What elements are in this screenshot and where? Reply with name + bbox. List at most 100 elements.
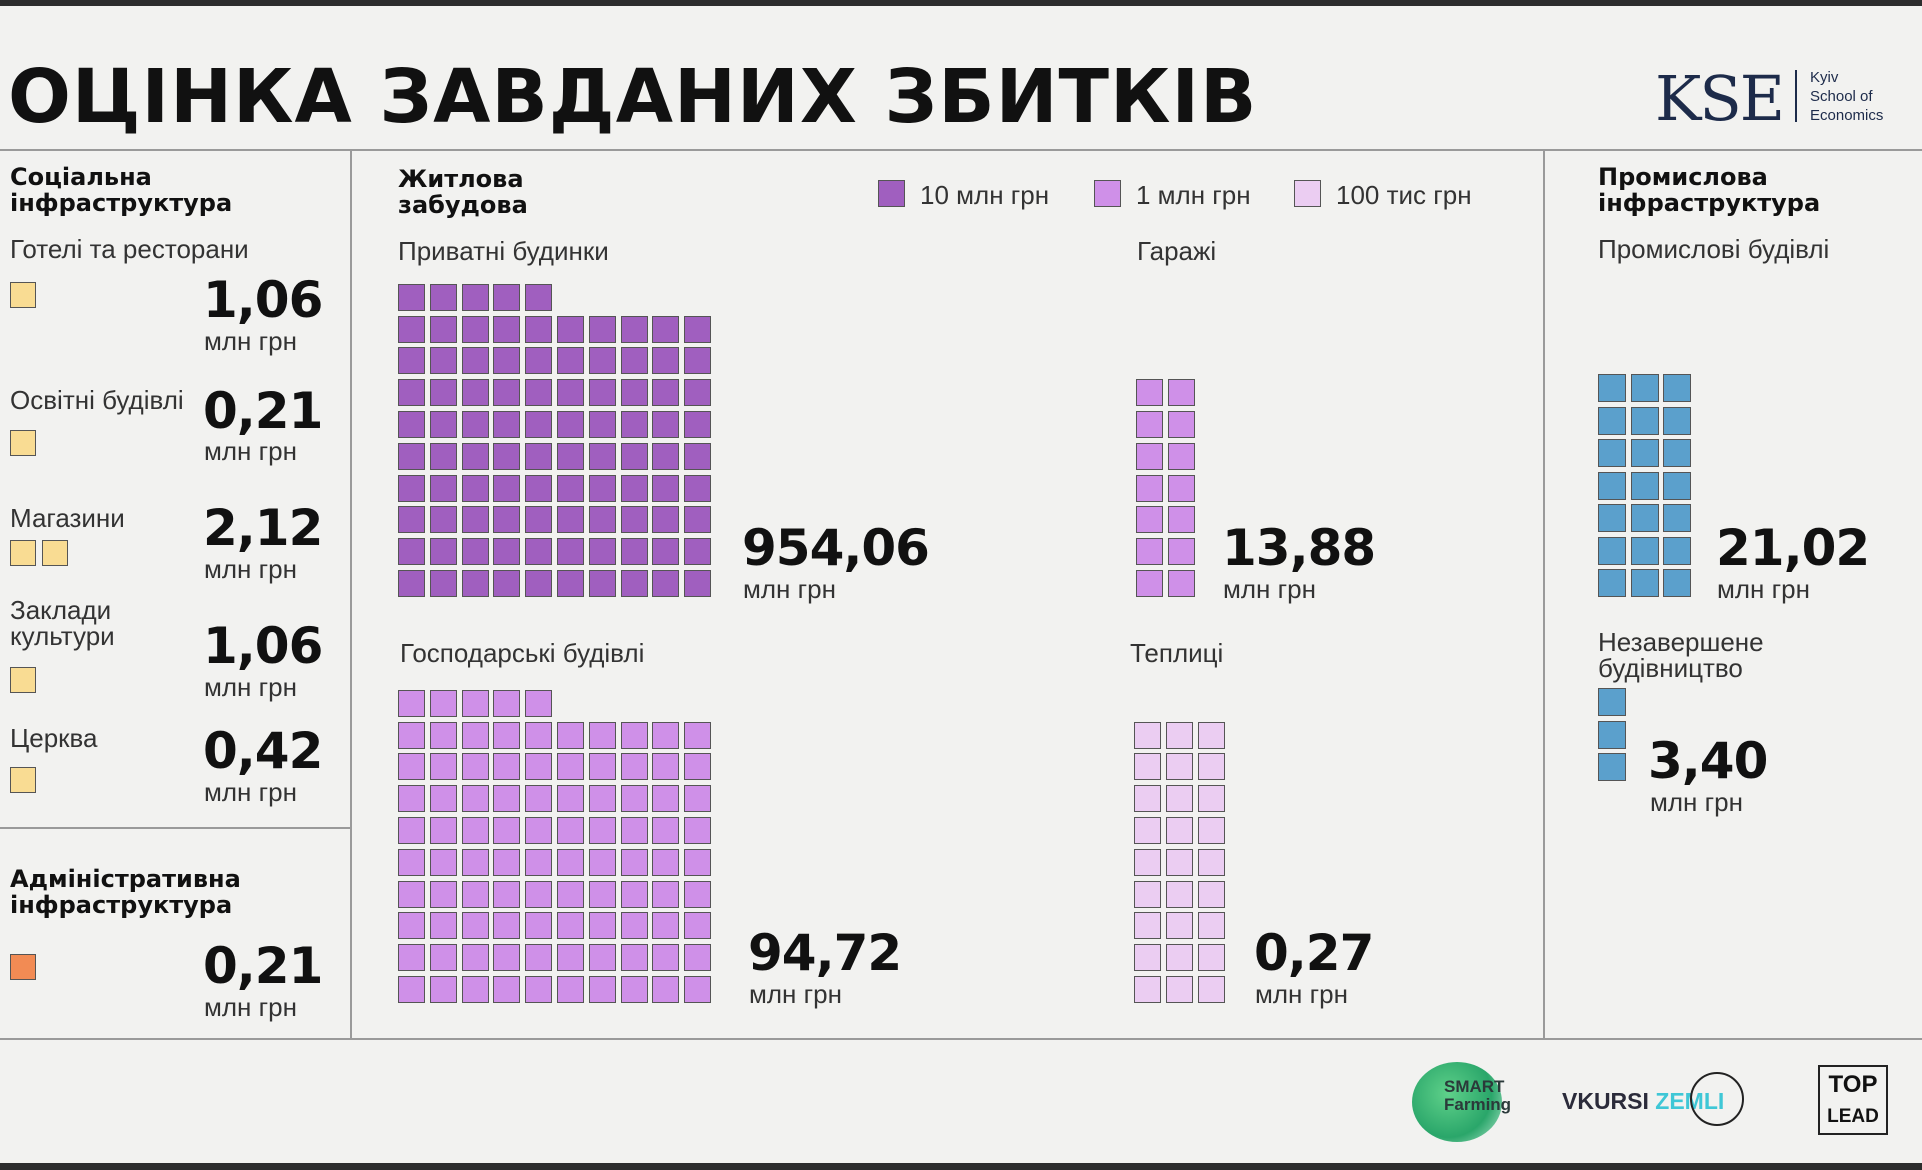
pictogram-square <box>493 411 521 438</box>
pictogram-square <box>429 506 457 534</box>
category-label: Освітні будівлі <box>10 385 184 415</box>
legend-label-10m: 10 млн грн <box>920 180 1050 210</box>
pictogram-square <box>588 912 616 940</box>
pictogram-square <box>1663 471 1691 500</box>
pictogram-square <box>1630 536 1659 565</box>
pictogram-square <box>620 880 648 908</box>
pictogram-square <box>620 721 648 749</box>
pictogram-square <box>1165 817 1193 844</box>
pictogram-square <box>1630 504 1659 532</box>
pictogram-square <box>525 912 553 940</box>
pictogram-square <box>620 753 648 781</box>
vkursi-zemli-logo-icon <box>1690 1072 1744 1126</box>
pictogram-square <box>10 954 36 980</box>
pictogram-square <box>652 976 680 1003</box>
legend-swatch-10m <box>878 180 905 207</box>
category-label: Приватні будинки <box>398 236 609 266</box>
pictogram-square <box>429 347 457 375</box>
pictogram-square <box>1197 912 1225 940</box>
pictogram-square <box>1598 688 1626 716</box>
category-label: Незавершене будівництво <box>1598 627 1764 683</box>
pictogram-square <box>398 506 425 534</box>
pictogram-square <box>684 442 712 470</box>
category-label: Теплиці <box>1130 638 1224 668</box>
residential-section-title: Житлова забудова <box>398 165 528 219</box>
pictogram-square <box>1197 944 1225 972</box>
pictogram-square <box>557 411 584 438</box>
category-label: Магазини <box>10 503 125 533</box>
bottom-border <box>0 1163 1922 1170</box>
pictogram-square <box>493 474 521 502</box>
pictogram-square <box>429 848 457 876</box>
pictogram-square <box>588 721 616 749</box>
pictogram-square <box>525 379 553 407</box>
kse-logo-text: Kyiv School of Economics <box>1810 69 1884 124</box>
category-unit: млн грн <box>1650 787 1743 817</box>
category-value: 21,02 <box>1716 519 1870 577</box>
footer-divider <box>0 1038 1922 1040</box>
category-unit: млн грн <box>1717 574 1810 604</box>
pictogram-square <box>1598 753 1626 781</box>
pictogram-square <box>493 538 521 566</box>
pictogram-square <box>1134 912 1161 940</box>
pictogram-square <box>429 944 457 972</box>
category-unit: млн грн <box>204 326 297 356</box>
pictogram-square <box>10 282 36 308</box>
smart-farming-logo-text: SMART Farming <box>1444 1077 1512 1114</box>
pictogram-square <box>1167 570 1195 597</box>
social-admin-divider <box>0 827 351 829</box>
pictogram-square <box>493 976 521 1003</box>
pictogram-square <box>429 753 457 781</box>
pictogram-square <box>525 785 553 813</box>
pictogram-square <box>588 753 616 781</box>
pictogram-square <box>429 880 457 908</box>
pictogram-square <box>1598 504 1626 532</box>
pictogram-square <box>557 347 584 375</box>
right-column-divider <box>1543 149 1545 1039</box>
left-column-divider <box>350 149 352 1039</box>
pictogram-square <box>588 976 616 1003</box>
pictogram-square <box>620 944 648 972</box>
pictogram-square <box>620 976 648 1003</box>
pictogram-square <box>1598 439 1626 467</box>
pictogram-square <box>1630 374 1659 402</box>
pictogram-square <box>461 570 489 597</box>
pictogram-square <box>429 976 457 1003</box>
pictogram-square <box>557 848 584 876</box>
category-value: 0,27 <box>1254 924 1374 982</box>
pictogram-square <box>461 721 489 749</box>
category-value: 0,21 <box>203 937 323 995</box>
pictogram-square <box>620 315 648 343</box>
pictogram-square <box>588 442 616 470</box>
pictogram-square <box>588 411 616 438</box>
pictogram-square <box>684 817 712 844</box>
pictogram-square <box>557 817 584 844</box>
pictogram-square <box>429 442 457 470</box>
pictogram-square <box>1134 976 1161 1003</box>
pictogram-square <box>652 880 680 908</box>
pictogram-square <box>10 540 36 566</box>
pictogram-square <box>461 976 489 1003</box>
pictogram-square <box>1167 506 1195 534</box>
kse-logo-mark: KSE <box>1655 62 1785 135</box>
pictogram-square <box>461 880 489 908</box>
pictogram-square <box>684 912 712 940</box>
pictogram-square <box>525 411 553 438</box>
pictogram-square <box>429 570 457 597</box>
pictogram-square <box>1197 721 1225 749</box>
pictogram-square <box>1165 944 1193 972</box>
pictogram-square <box>1165 912 1193 940</box>
pictogram-square <box>525 944 553 972</box>
pictogram-square <box>620 785 648 813</box>
pictogram-square <box>493 880 521 908</box>
category-value: 3,40 <box>1648 732 1768 790</box>
category-unit: млн грн <box>1223 574 1316 604</box>
category-value: 0,42 <box>203 722 323 780</box>
pictogram-square <box>620 817 648 844</box>
pictogram-square <box>557 753 584 781</box>
pictogram-square <box>620 379 648 407</box>
pictogram-square <box>1598 374 1626 402</box>
pictogram-square <box>1165 721 1193 749</box>
pictogram-square <box>461 474 489 502</box>
category-unit: млн грн <box>749 979 842 1009</box>
